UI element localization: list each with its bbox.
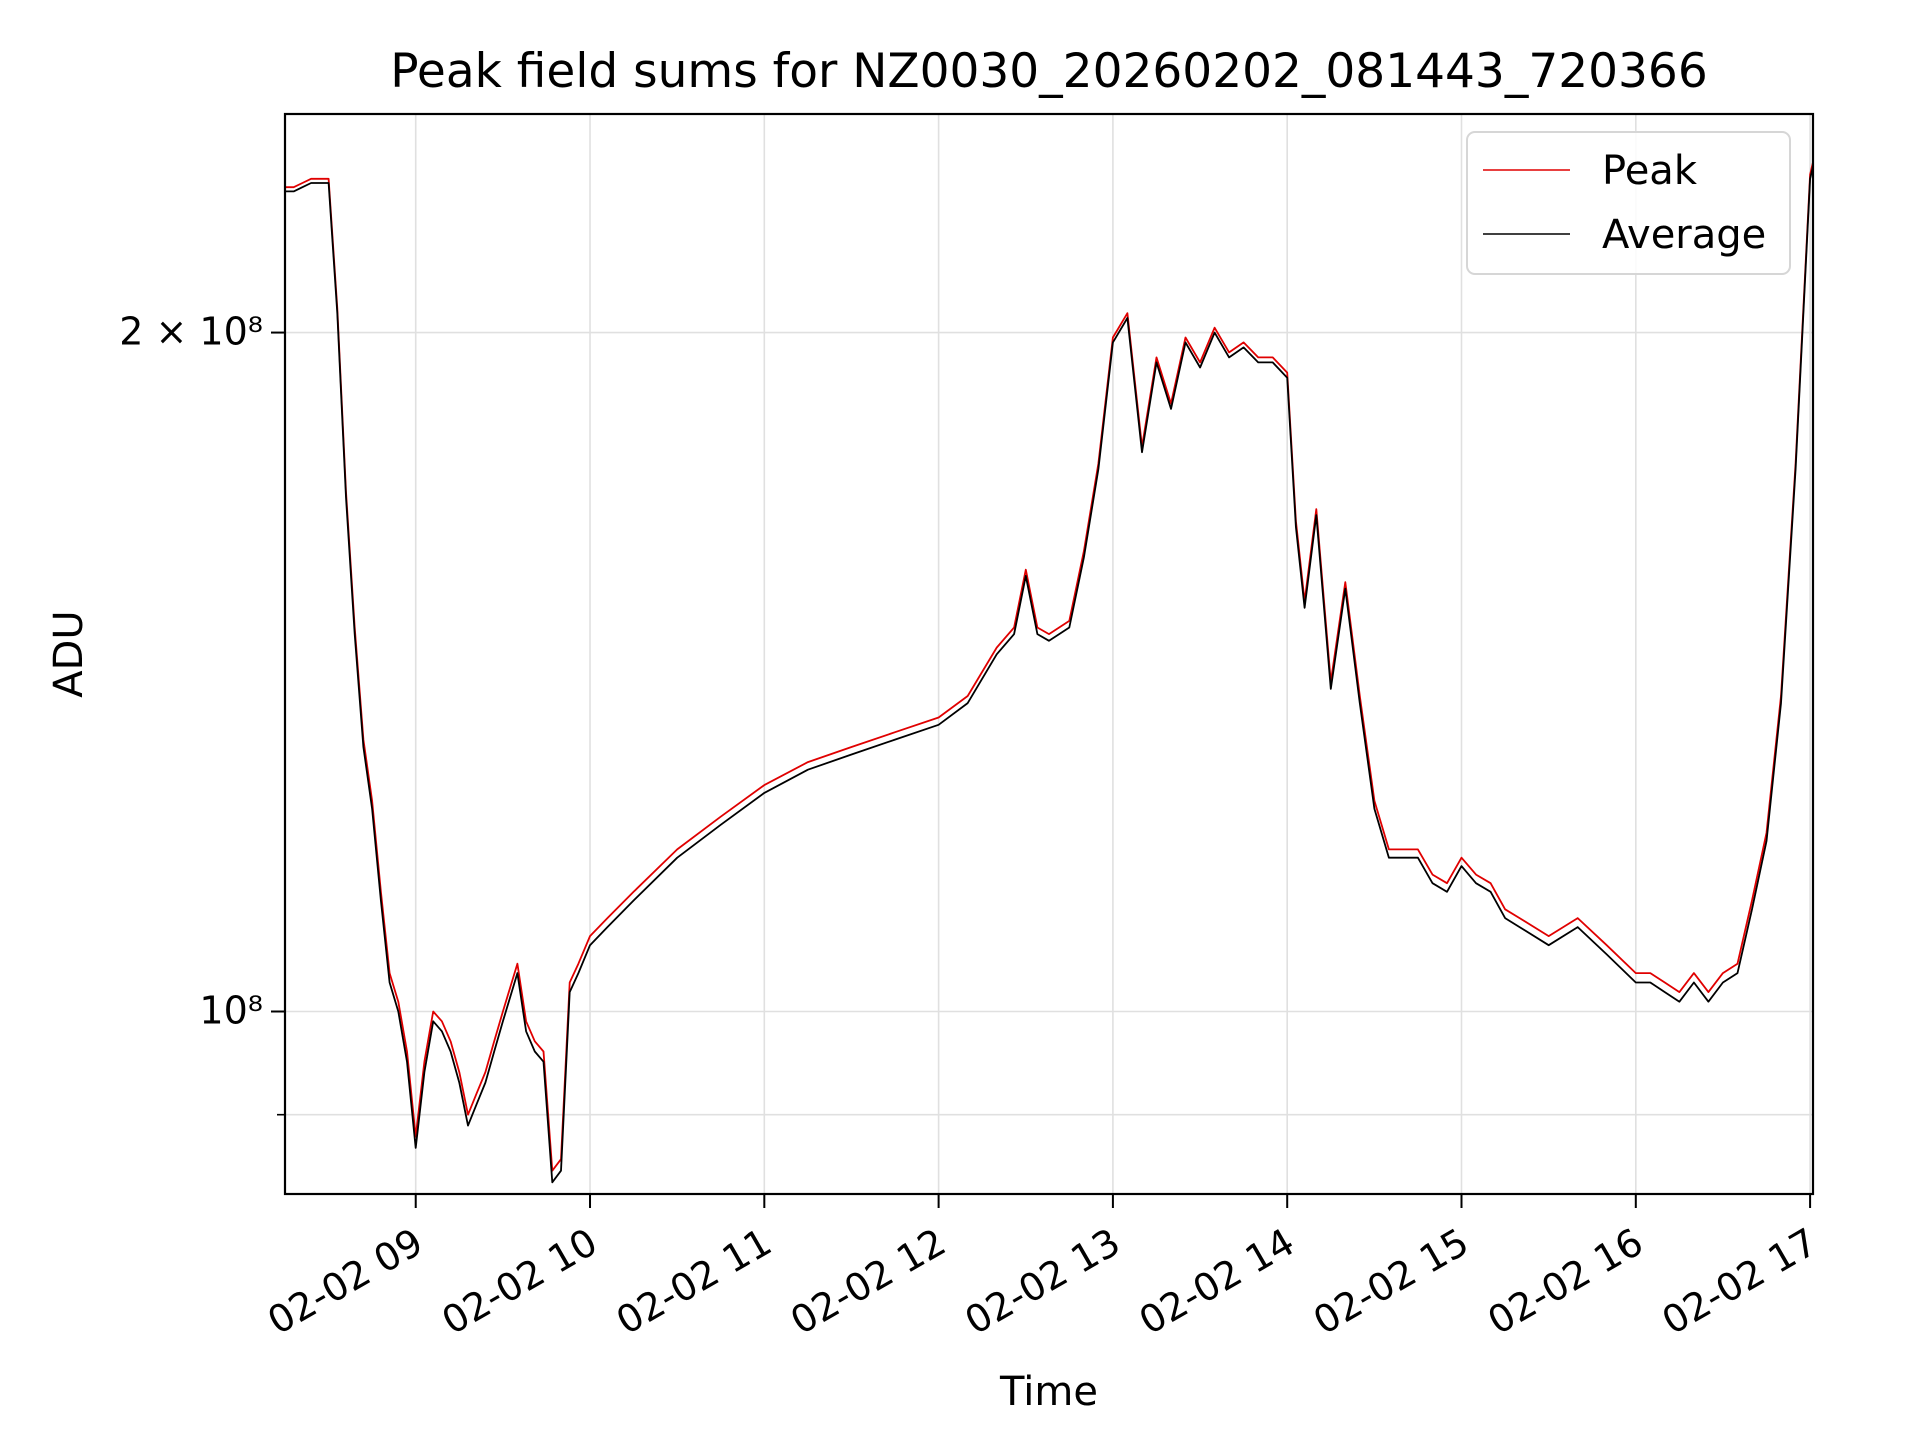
series-line-peak xyxy=(285,161,1814,1172)
series-lines xyxy=(285,161,1814,1184)
y-tick-label: 2 × 10⁸ xyxy=(119,310,263,354)
y-tick-label: 10⁸ xyxy=(199,988,263,1032)
grid xyxy=(285,114,1813,1194)
y-axis-label: ADU xyxy=(46,610,92,697)
legend-box xyxy=(1466,131,1791,275)
legend-average-label: Average xyxy=(1602,212,1766,258)
series-line-average xyxy=(285,166,1814,1184)
chart-title: Peak field sums for NZ0030_20260202_0814… xyxy=(390,44,1707,99)
plot-frame xyxy=(283,112,1815,1196)
legend: Peak Average xyxy=(1466,131,1791,275)
x-axis-label: Time xyxy=(999,1369,1098,1415)
legend-peak-label: Peak xyxy=(1602,148,1698,194)
